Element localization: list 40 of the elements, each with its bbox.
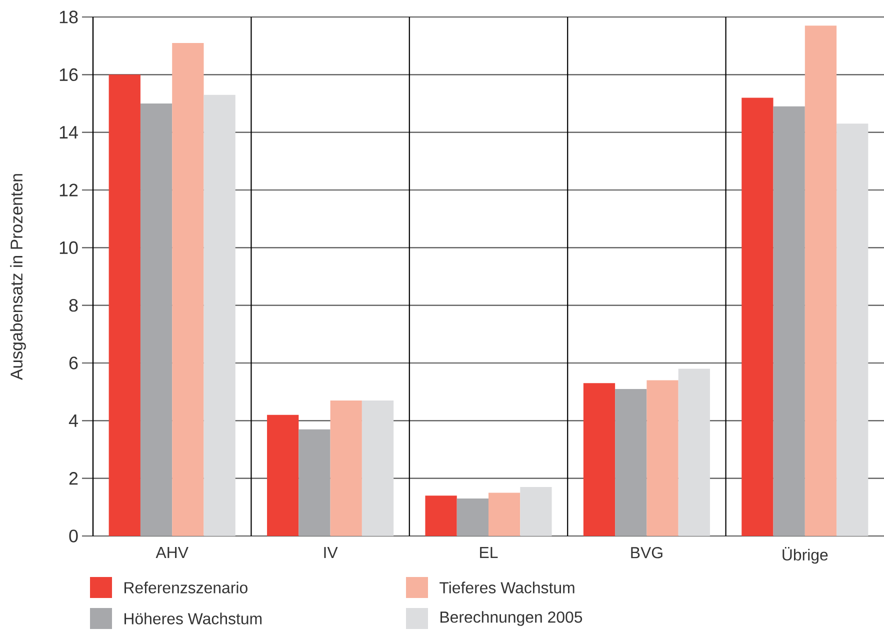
bar: [583, 383, 616, 536]
bar: [804, 26, 837, 536]
bar: [204, 94, 236, 536]
bar: [456, 498, 489, 536]
bar: [330, 400, 362, 536]
bar: [520, 486, 552, 536]
bar: [646, 380, 678, 536]
bar: [362, 400, 394, 536]
y-tick-label: 18: [60, 10, 78, 24]
y-tick-label: 6: [69, 356, 78, 370]
bar: [172, 42, 204, 536]
y-tick-label: 4: [68, 414, 78, 427]
x-tick-label: AHV: [156, 547, 188, 558]
legend-label: Berechnungen 2005: [440, 611, 582, 626]
y-axis-title: Ausgabensatz in Prozenten: [10, 174, 26, 380]
legend-label: Höheres Wachstum: [124, 612, 262, 624]
y-tick-label: 2: [69, 472, 78, 485]
legend-label: Referenzszenario: [124, 582, 248, 594]
bar: [108, 74, 140, 536]
legend-label: Tieferes Wachstum: [440, 582, 574, 594]
y-tick-label: 0: [69, 530, 78, 542]
bar: [140, 103, 172, 536]
y-tick-label: 8: [69, 298, 78, 312]
y-tick-label: 16: [60, 68, 78, 82]
bar: [488, 492, 520, 536]
x-tick-label: IV: [324, 547, 338, 558]
bar: [678, 368, 710, 536]
bar: [742, 98, 774, 536]
y-tick-label: 12: [60, 184, 78, 196]
bar: [773, 106, 805, 536]
bar: [836, 124, 868, 536]
bar: [615, 388, 647, 536]
x-tick-label: Übrige: [782, 547, 828, 564]
x-tick-label: BVG: [631, 547, 662, 558]
bar: [298, 429, 330, 536]
bar: [425, 496, 457, 536]
bar: [267, 414, 299, 536]
y-tick-label: 10: [60, 241, 78, 254]
x-tick-label: EL: [480, 547, 498, 558]
y-tick-label: 14: [60, 126, 78, 138]
